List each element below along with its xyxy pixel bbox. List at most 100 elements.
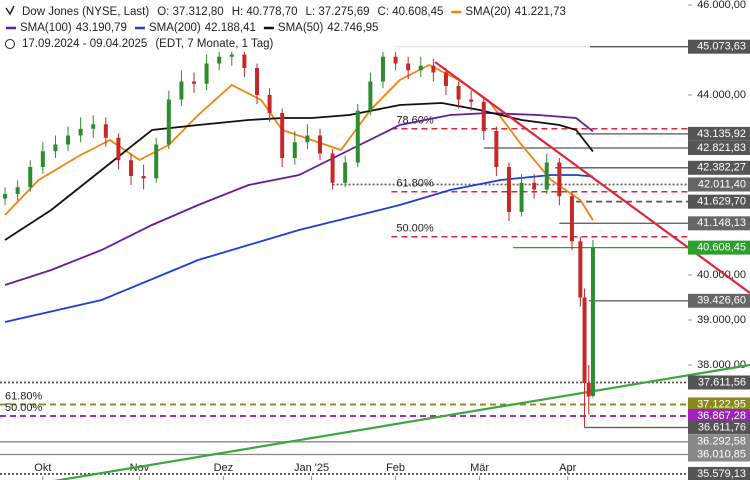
- price-label: 37.611,56: [688, 375, 750, 390]
- period-note: (EDT, 7 Monate, 1 Tag): [155, 38, 273, 50]
- candle-body: [343, 162, 348, 183]
- candle-body: [217, 56, 222, 64]
- candle-body: [28, 166, 33, 188]
- header-text: L: 37.275,69: [306, 6, 370, 18]
- price-label-box: [688, 39, 750, 54]
- candle-body: [355, 110, 360, 163]
- period: 17.09.2024 - 09.04.2025: [22, 38, 147, 50]
- candle-body: [242, 54, 247, 68]
- price-label-box: [688, 177, 750, 192]
- header-text: O: 37.312,80: [157, 6, 224, 18]
- candle-body: [229, 54, 234, 57]
- legend-value: 42.188,41: [205, 22, 256, 34]
- price-label-text: 42.821,83: [697, 142, 746, 154]
- candle-body: [103, 124, 108, 138]
- price-label: 43.135,92: [688, 126, 750, 141]
- price-label-text: 40.608,45: [697, 242, 746, 254]
- candle-body: [66, 135, 71, 145]
- price-label: 41.148,13: [688, 216, 750, 231]
- price-label-box: [688, 194, 750, 209]
- x-tick-label: Mär: [470, 462, 489, 474]
- candle-body: [443, 72, 448, 86]
- header-icon: [5, 5, 15, 16]
- legend: Dow Jones (NYSE, Last) O: 37.312,80 H: 40.…: [0, 0, 590, 52]
- fib-label: 50.00%: [5, 402, 43, 414]
- candle-body: [192, 81, 197, 84]
- price-label-text: 42.011,40: [698, 178, 746, 190]
- trendline: [53, 363, 750, 480]
- legend-value: 41.221,73: [515, 6, 566, 18]
- candle-body: [280, 112, 285, 158]
- candle-body: [380, 56, 385, 82]
- price-label-text: 36.611,76: [698, 421, 746, 433]
- price-label-box: [688, 126, 750, 141]
- price-label-box: [688, 240, 750, 255]
- price-label: 42.821,83: [688, 141, 750, 156]
- candle-body: [578, 241, 583, 298]
- candle-body: [393, 56, 398, 64]
- candle-body: [557, 162, 562, 197]
- price-label-box: [688, 375, 750, 390]
- fib-label: 61.80%: [5, 390, 43, 402]
- price-label-box: [688, 397, 750, 412]
- header-background: [0, 0, 590, 52]
- header-text: Dow Jones (NYSE, Last): [22, 6, 149, 18]
- candle-body: [330, 153, 335, 183]
- candle-body: [179, 81, 184, 100]
- candle-body: [506, 166, 511, 212]
- candle-body: [254, 67, 259, 95]
- price-label-text: 41.629,70: [697, 196, 746, 208]
- candle-body: [305, 135, 310, 143]
- candle-body: [406, 63, 411, 71]
- y-tick-label: 40.000,00: [697, 269, 746, 281]
- sma-line: [4, 102, 594, 241]
- candle-body: [292, 142, 297, 158]
- x-tick-label: Feb: [386, 462, 405, 474]
- legend-name: SMA(50): [278, 22, 324, 34]
- price-label: 36.292,58: [688, 434, 750, 449]
- price-label-box: [688, 293, 750, 308]
- candle-body: [15, 187, 20, 194]
- price-label: 35.579,13: [688, 466, 750, 480]
- price-label: 42.382,27: [688, 160, 750, 175]
- price-label-text: 37.122,95: [697, 398, 746, 410]
- price-label-text: 36.292,58: [697, 436, 746, 448]
- legend-value: 43.190,79: [76, 22, 127, 34]
- price-label-text: 45.073,63: [697, 41, 746, 53]
- price-label-text: 39.426,60: [697, 295, 746, 307]
- y-tick-label: 46.000,00: [697, 0, 746, 11]
- y-tick-label: 39.000,00: [697, 314, 746, 326]
- price-label: 36.611,76: [688, 420, 750, 435]
- x-tick-label: Dez: [214, 462, 234, 474]
- fib-label: 61.80%: [396, 178, 434, 190]
- x-tick-label: Okt: [34, 462, 51, 474]
- price-label-box: [688, 447, 750, 462]
- candle-body: [456, 85, 461, 100]
- price-label: 41.629,70: [688, 194, 750, 209]
- price-label-box: [688, 408, 750, 423]
- header-text: C: 40.608,45: [378, 6, 444, 18]
- legend-name: SMA(200): [149, 22, 201, 34]
- price-label-box: [688, 420, 750, 435]
- price-label: 36.010,85: [688, 447, 750, 462]
- sma-line: [4, 174, 593, 323]
- fib-label: 50.00%: [396, 223, 434, 235]
- candle-body: [590, 247, 595, 396]
- price-label-text: 35.579,13: [697, 468, 746, 480]
- candle-body: [91, 124, 96, 129]
- candle-body: [166, 99, 171, 145]
- price-label-box: [688, 216, 750, 231]
- price-label: 45.073,63: [688, 39, 750, 54]
- candle-body: [418, 65, 423, 71]
- price-label-text: 42.382,27: [697, 162, 746, 174]
- candle-body: [78, 128, 83, 136]
- price-label-text: 36.867,28: [697, 410, 746, 422]
- x-tick-label: Apr: [559, 462, 576, 474]
- y-tick-label: 44.000,00: [697, 89, 746, 101]
- price-label: 36.867,28: [688, 408, 750, 423]
- candle-body: [53, 144, 58, 152]
- candle-body: [116, 137, 121, 161]
- candle-body: [267, 94, 272, 113]
- x-tick-label: Jan '25: [294, 462, 329, 474]
